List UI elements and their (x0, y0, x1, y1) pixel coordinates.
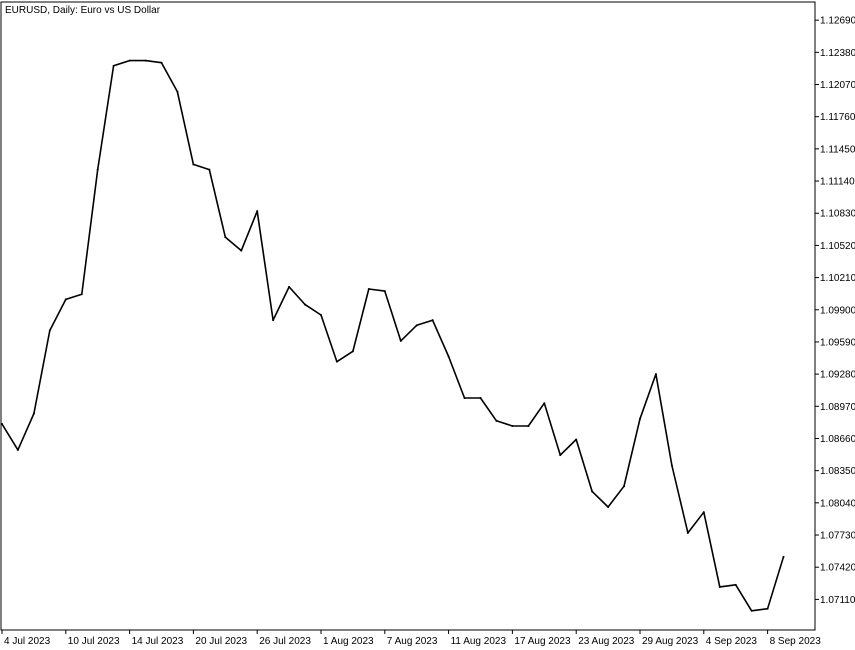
data-point (80, 293, 83, 296)
data-point (192, 163, 195, 166)
data-point (766, 607, 769, 610)
x-tick-label: 23 Aug 2023 (578, 636, 635, 647)
y-tick-label: 1.10210 (820, 273, 855, 284)
y-tick-label: 1.10520 (820, 241, 855, 252)
x-tick-label: 1 Aug 2023 (323, 636, 374, 647)
data-point (479, 397, 482, 400)
x-tick-label: 10 Jul 2023 (68, 636, 120, 647)
chart-title: EURUSD, Daily: Euro vs US Dollar (5, 5, 161, 16)
data-point (607, 505, 610, 508)
data-point (654, 373, 657, 376)
data-point (718, 585, 721, 588)
data-point (383, 290, 386, 293)
data-point (304, 303, 307, 306)
data-point (702, 511, 705, 514)
data-point (543, 402, 546, 405)
y-tick-label: 1.12380 (820, 48, 855, 59)
data-point (670, 464, 673, 467)
data-point (495, 419, 498, 422)
y-tick-label: 1.09590 (820, 337, 855, 348)
y-tick-label: 1.08970 (820, 402, 855, 413)
data-point (320, 313, 322, 316)
data-point (160, 61, 163, 64)
data-point (224, 236, 227, 239)
data-point (527, 425, 530, 428)
data-point (32, 412, 35, 415)
data-point (48, 329, 51, 332)
data-point (96, 168, 99, 171)
y-tick-label: 1.12690 (820, 16, 855, 27)
data-point (256, 210, 259, 213)
x-tick-label: 20 Jul 2023 (195, 636, 247, 647)
y-tick-label: 1.11760 (820, 112, 855, 123)
data-point (686, 531, 689, 534)
price-series (1, 59, 785, 612)
x-tick-label: 11 Aug 2023 (451, 636, 507, 647)
y-tick-label: 1.09280 (820, 370, 855, 381)
data-point (623, 485, 626, 488)
y-tick-label: 1.07110 (820, 595, 855, 606)
data-point (575, 438, 578, 441)
x-tick-label: 26 Jul 2023 (259, 636, 311, 647)
data-point (367, 288, 370, 291)
data-point (112, 64, 115, 67)
data-point (463, 397, 466, 400)
x-tick-label: 17 Aug 2023 (514, 636, 571, 647)
data-point (415, 324, 418, 327)
data-point (335, 360, 338, 363)
data-point (511, 425, 514, 428)
x-tick-label: 8 Sep 2023 (770, 636, 822, 647)
x-tick-label: 7 Aug 2023 (387, 636, 438, 647)
data-point (144, 59, 147, 62)
data-point (399, 339, 402, 342)
plot-frame (0, 1, 816, 631)
data-point (128, 59, 131, 62)
data-point (351, 350, 354, 353)
data-point (64, 298, 67, 301)
x-tick-label: 4 Sep 2023 (706, 636, 758, 647)
y-tick-label: 1.12070 (820, 80, 855, 91)
y-tick-label: 1.07420 (820, 563, 855, 574)
data-point (1, 422, 3, 425)
x-tick-label: 29 Aug 2023 (642, 636, 699, 647)
x-tick-label: 14 Jul 2023 (132, 636, 184, 647)
data-point (591, 490, 594, 493)
y-tick-label: 1.10830 (820, 209, 855, 220)
y-tick-label: 1.09900 (820, 305, 855, 316)
data-point (447, 355, 450, 358)
data-point (272, 319, 275, 322)
data-point (750, 609, 753, 612)
y-tick-label: 1.07730 (820, 531, 855, 542)
y-axis: 1.12690 1.12380 1.12070 1.11760 1.11450 1.111… (815, 16, 855, 606)
x-axis: 4 Jul 2023 10 Jul 2023 14 Jul 2023 20 Jul 2… (1, 630, 822, 647)
x-tick-label: 4 Jul 2023 (4, 636, 51, 647)
data-point (288, 285, 291, 288)
data-point (639, 417, 641, 420)
series-line (1, 59, 785, 612)
data-point (176, 90, 179, 93)
data-point (782, 555, 785, 558)
y-tick-label: 1.11140 (820, 177, 855, 188)
data-point (208, 168, 211, 171)
data-point (16, 448, 19, 451)
data-point (240, 249, 243, 252)
data-point (734, 583, 737, 586)
data-point (559, 454, 562, 457)
y-tick-label: 1.08040 (820, 498, 855, 509)
y-tick-label: 1.11450 (820, 144, 855, 155)
y-tick-label: 1.08350 (820, 466, 855, 477)
data-point (431, 319, 434, 322)
y-tick-label: 1.08660 (820, 434, 855, 445)
